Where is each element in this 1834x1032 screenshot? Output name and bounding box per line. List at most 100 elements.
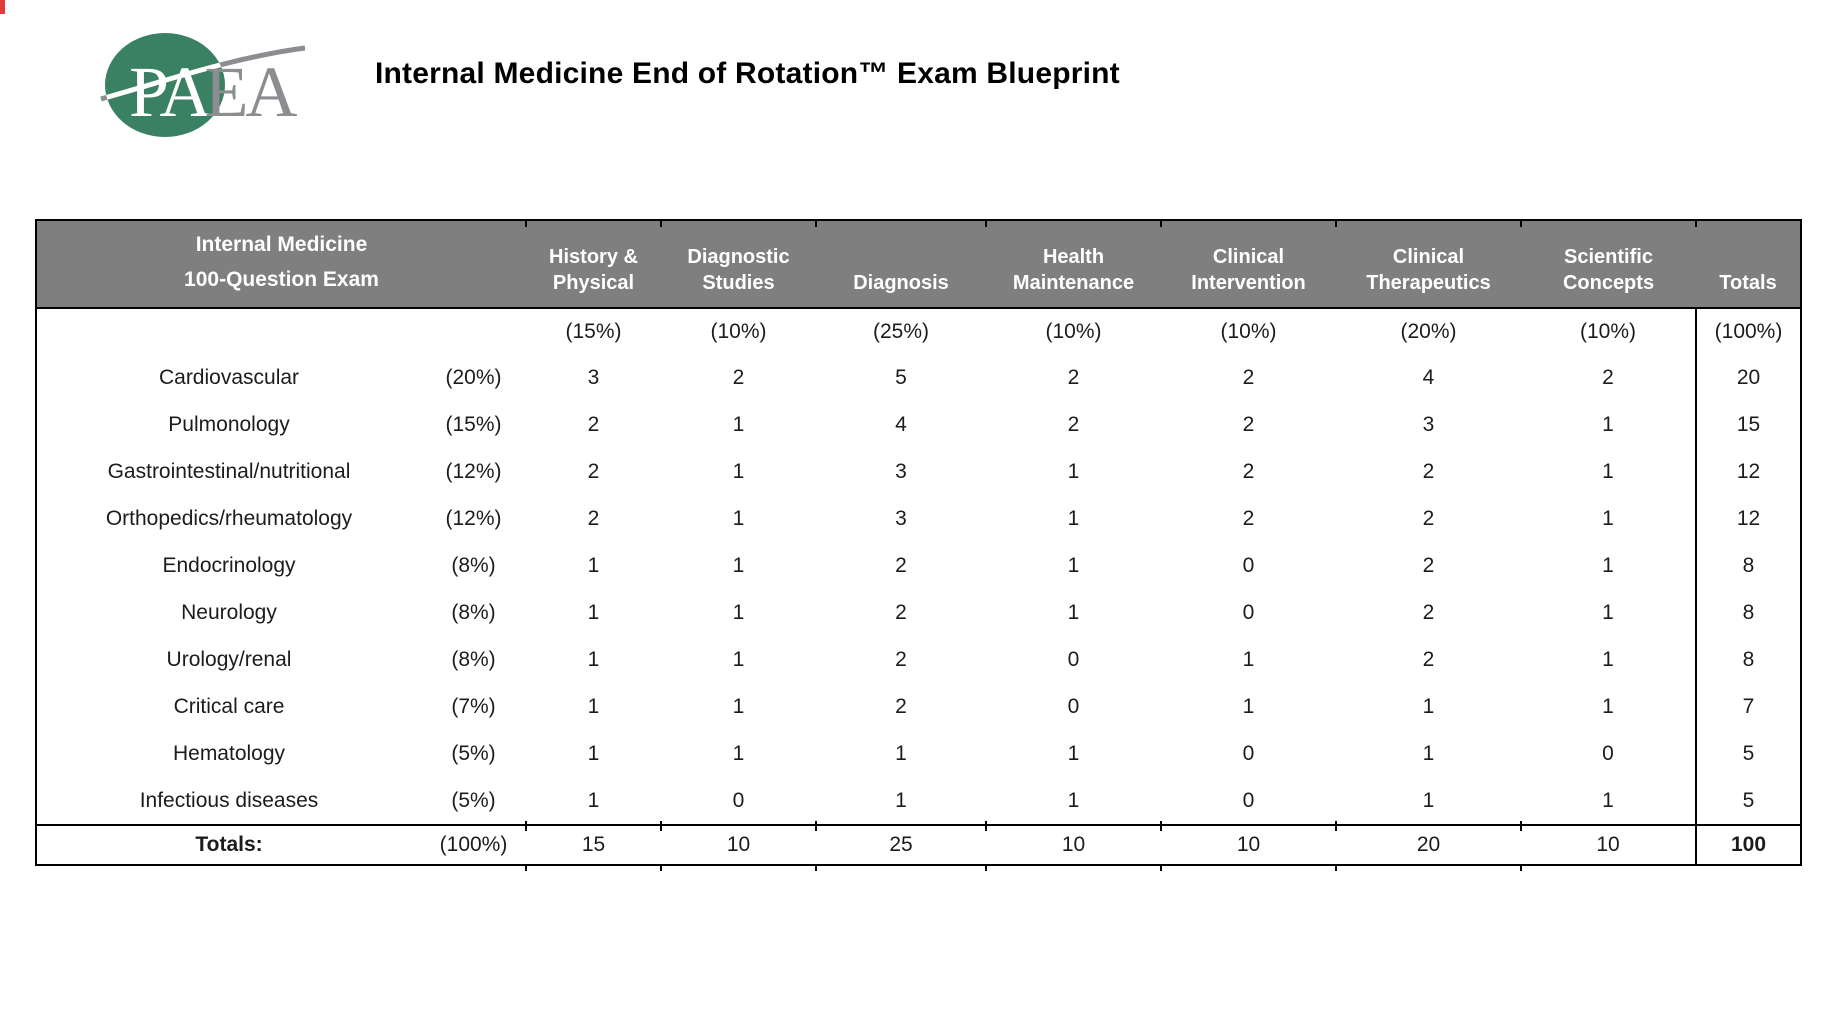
- header-clinical-intervention: Clinical Intervention: [1160, 220, 1336, 309]
- value-cell: 3: [1422, 412, 1435, 436]
- percent-cell: (25%): [872, 319, 930, 343]
- table-row: Infectious diseases (5%) 1 0 1 1 0 1 1 5: [36, 777, 1801, 825]
- value-cell: 1: [1602, 553, 1614, 577]
- header-totals: Totals: [1695, 220, 1801, 309]
- blueprint-table: Internal Medicine 100-Question Exam Hist…: [35, 219, 1802, 872]
- value-cell: 1: [1602, 506, 1614, 530]
- value-cell: 1: [1067, 741, 1080, 765]
- value-cell: 2: [1602, 365, 1614, 389]
- category-label-cell: Endocrinology: [162, 553, 296, 577]
- category-label-cell: Urology/renal: [166, 647, 292, 671]
- value-cell: 1: [587, 600, 600, 624]
- logo-text-pa: PA: [129, 52, 211, 132]
- empty-cell: [421, 308, 526, 354]
- totals-row: Totals: (100%) 15 10 25 10 10 20 10 100: [36, 822, 1801, 872]
- row-total-cell: 7: [1695, 683, 1801, 730]
- value-cell: 1: [732, 459, 745, 483]
- value-cell: 1: [1067, 788, 1080, 812]
- header-history-physical: History & Physical: [525, 220, 661, 309]
- empty-cell: [36, 308, 421, 354]
- percent-cell: (10%): [1220, 319, 1277, 343]
- value-cell: 2: [587, 412, 600, 436]
- value-cell: 1: [1067, 506, 1080, 530]
- totals-value-cell: 15: [525, 822, 661, 872]
- value-cell: 0: [1242, 600, 1255, 624]
- value-cell: 1: [1602, 459, 1614, 483]
- value-cell: 1: [1602, 412, 1614, 436]
- value-cell: 2: [1067, 365, 1080, 389]
- category-percent-cell: (7%): [451, 694, 496, 718]
- row-total-cell: 8: [1695, 542, 1801, 589]
- value-cell: 0: [1242, 741, 1255, 765]
- value-cell: 0: [732, 788, 745, 812]
- percent-cell: (10%): [1045, 319, 1102, 343]
- percent-cell: (10%): [710, 319, 767, 343]
- category-percent-cell: (8%): [451, 553, 496, 577]
- header-row: Internal Medicine 100-Question Exam Hist…: [36, 220, 1801, 309]
- category-label-cell: Infectious diseases: [139, 788, 319, 812]
- percent-cell: (15%): [565, 319, 622, 343]
- value-cell: 2: [1242, 412, 1255, 436]
- value-cell: 1: [732, 412, 745, 436]
- value-cell: 1: [1067, 553, 1080, 577]
- value-cell: 1: [587, 788, 600, 812]
- value-cell: 2: [1422, 553, 1435, 577]
- totals-value-cell: 10: [985, 822, 1161, 872]
- row-total-cell: 12: [1695, 448, 1801, 495]
- value-cell: 2: [895, 694, 907, 718]
- percent-cell: (20%): [1400, 319, 1457, 343]
- value-cell: 1: [1067, 600, 1080, 624]
- value-cell: 2: [1422, 506, 1435, 530]
- value-cell: 2: [895, 553, 907, 577]
- totals-value-cell: 25: [815, 822, 986, 872]
- grand-total-cell: 100: [1695, 824, 1801, 865]
- totals-label-cell: Totals:: [36, 824, 421, 865]
- value-cell: 2: [895, 647, 907, 671]
- table-row: Pulmonology (15%) 2 1 4 2 2 3 1 15: [36, 401, 1801, 448]
- header-exam-line1: Internal Medicine: [195, 233, 368, 256]
- category-percent-cell: (12%): [445, 459, 502, 483]
- value-cell: 5: [895, 365, 907, 389]
- value-cell: 0: [1067, 647, 1080, 671]
- percent-total-cell: (100%): [1695, 308, 1801, 354]
- category-label-cell: Neurology: [181, 600, 277, 624]
- value-cell: 1: [1602, 600, 1614, 624]
- logo-swoosh-white: [105, 45, 225, 102]
- value-cell: 1: [1602, 694, 1614, 718]
- category-percent-cell: (12%): [445, 506, 502, 530]
- value-cell: 1: [732, 647, 745, 671]
- value-cell: 3: [587, 365, 600, 389]
- table-row: Gastrointestinal/nutritional (12%) 2 1 3 1 2 2 1…: [36, 448, 1801, 495]
- value-cell: 1: [587, 741, 600, 765]
- totals-percent-cell: (100%): [421, 824, 526, 865]
- value-cell: 1: [732, 506, 745, 530]
- value-cell: 1: [732, 694, 745, 718]
- page-title: Internal Medicine End of Rotation™ Exam …: [375, 57, 1120, 90]
- value-cell: 1: [1602, 647, 1614, 671]
- value-cell: 1: [732, 553, 745, 577]
- category-label-cell: Hematology: [172, 741, 286, 765]
- totals-value-cell: 10: [660, 822, 816, 872]
- value-cell: 2: [587, 459, 600, 483]
- category-label-cell: Gastrointestinal/nutritional: [107, 459, 351, 483]
- totals-value-cell: 10: [1520, 822, 1696, 872]
- svg-text:PAEA: PAEA: [129, 52, 297, 132]
- header-diagnosis: Diagnosis: [815, 220, 986, 309]
- value-cell: 1: [1067, 459, 1080, 483]
- header-clinical-therapeutics: Clinical Therapeutics: [1335, 220, 1521, 309]
- row-total-cell: 8: [1695, 589, 1801, 636]
- table-row: Cardiovascular (20%) 3 2 5 2 2 4 2 20: [36, 354, 1801, 401]
- value-cell: 1: [1422, 788, 1435, 812]
- table-row: Urology/renal (8%) 1 1 2 0 1 2 1 8: [36, 636, 1801, 683]
- header-exam-title: Internal Medicine 100-Question Exam: [36, 220, 526, 309]
- value-cell: 2: [1242, 365, 1255, 389]
- header-diagnostic-studies: Diagnostic Studies: [660, 220, 816, 309]
- value-cell: 2: [1242, 459, 1255, 483]
- category-percent-cell: (8%): [451, 647, 496, 671]
- value-cell: 1: [587, 647, 600, 671]
- value-cell: 1: [1242, 694, 1255, 718]
- value-cell: 1: [732, 741, 745, 765]
- category-percent-cell: (5%): [451, 741, 496, 765]
- value-cell: 0: [1602, 741, 1614, 765]
- category-percent-cell: (20%): [445, 365, 502, 389]
